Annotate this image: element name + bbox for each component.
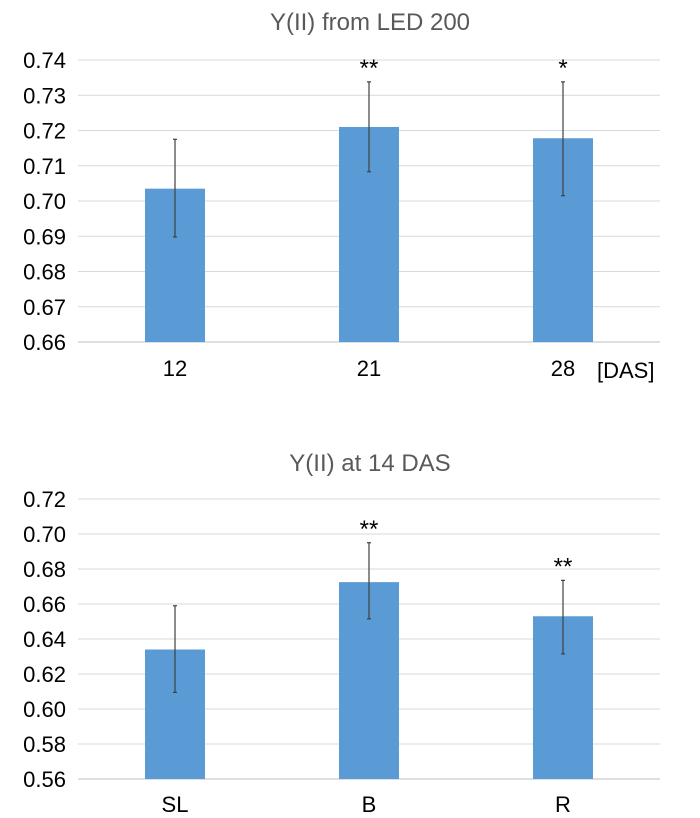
y-tick-label: 0.71 xyxy=(23,154,66,179)
y-tick-label: 0.66 xyxy=(23,592,66,617)
significance-marker: * xyxy=(558,55,567,82)
y-tick-label: 0.62 xyxy=(23,662,66,687)
significance-marker: ** xyxy=(554,553,573,580)
x-category-label: 21 xyxy=(357,356,381,381)
chart-panel-led200: Y(II) from LED 200 [DAS] 0.66 0.67 0.68 0.6… xyxy=(23,9,660,383)
y-tick-label: 0.73 xyxy=(23,83,66,108)
x-axis-label: [DAS] xyxy=(597,358,654,383)
y-tick-label: 0.67 xyxy=(23,295,66,320)
chart-title: Y(II) from LED 200 xyxy=(270,9,470,36)
y-tick-label: 0.66 xyxy=(23,330,66,355)
y-tick-label: 0.72 xyxy=(23,119,66,144)
y-tick-label: 0.69 xyxy=(23,224,66,249)
y-tick-label: 0.74 xyxy=(23,48,66,73)
y-tick-label: 0.58 xyxy=(23,732,66,757)
chart-panel-14das: Y(II) at 14 DAS 0.56 0.58 0.60 0.62 0.64 0.66… xyxy=(23,450,660,817)
significance-marker: ** xyxy=(360,55,379,82)
x-category-label: SL xyxy=(162,792,189,817)
y-tick-label: 0.64 xyxy=(23,627,66,652)
x-category-label: 28 xyxy=(551,356,575,381)
y-tick-label: 0.56 xyxy=(23,767,66,792)
y-tick-label: 0.70 xyxy=(23,189,66,214)
y-tick-label: 0.60 xyxy=(23,697,66,722)
y-tick-label: 0.70 xyxy=(23,522,66,547)
x-category-label: 12 xyxy=(163,356,187,381)
y-tick-label: 0.68 xyxy=(23,557,66,582)
x-category-label: R xyxy=(555,792,571,817)
chart-title: Y(II) at 14 DAS xyxy=(289,450,450,477)
y-tick-label: 0.68 xyxy=(23,260,66,285)
significance-marker: ** xyxy=(360,516,379,543)
x-category-label: B xyxy=(362,792,377,817)
y-tick-label: 0.72 xyxy=(23,487,66,512)
